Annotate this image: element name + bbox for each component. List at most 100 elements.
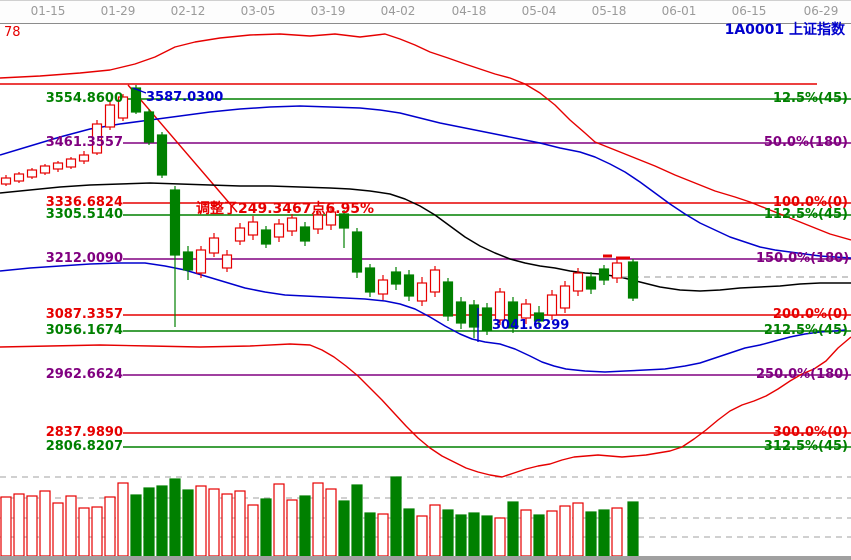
price-level-label: 3336.6824 xyxy=(45,195,123,210)
date-label: 01-15 xyxy=(30,4,66,18)
volume-bar xyxy=(117,482,129,557)
candle-body xyxy=(182,251,194,271)
volume-bar xyxy=(598,509,610,557)
candle-body xyxy=(494,291,506,321)
volume-bar xyxy=(104,496,116,557)
symbol-code: 1A0001 xyxy=(724,22,785,38)
candle-body xyxy=(234,227,246,242)
symbol-name: 上证指数 xyxy=(789,22,845,38)
candle-body xyxy=(572,272,584,292)
volume-bar xyxy=(182,489,194,557)
date-label: 04-02 xyxy=(380,4,416,18)
volume-bar xyxy=(91,506,103,557)
high-pointer-line xyxy=(132,87,147,94)
symbol-label[interactable]: 1A0001 上证指数 xyxy=(725,19,845,39)
date-label: 06-01 xyxy=(661,4,697,18)
pct-level-label: 200.0%(0) xyxy=(772,307,848,322)
pct-level-label: 50.0%(180) xyxy=(763,135,848,150)
pct-level-label: 212.5%(45) xyxy=(763,323,848,338)
candle-body xyxy=(273,223,285,238)
volume-bar xyxy=(312,482,324,557)
price-level-label: 3461.3557 xyxy=(45,135,123,150)
candle-body xyxy=(416,282,428,302)
candle-body xyxy=(91,123,103,154)
candle-body xyxy=(598,268,610,281)
candle-body xyxy=(65,158,77,168)
candle-body xyxy=(39,165,51,174)
date-label: 05-18 xyxy=(591,4,627,18)
volume-bar xyxy=(494,517,506,557)
pct-level-label: 150.0%(180) xyxy=(756,251,850,266)
candle-body xyxy=(13,173,25,182)
candle-body xyxy=(130,87,142,113)
candle-body xyxy=(312,214,324,230)
candle-body xyxy=(299,226,311,242)
volume-bar xyxy=(26,495,38,557)
volume-bar xyxy=(65,495,77,557)
volume-bar xyxy=(364,512,376,557)
retrace-trendline xyxy=(127,84,238,213)
date-label: 03-19 xyxy=(310,4,346,18)
high-price-annotation: 3587.0300 xyxy=(146,90,224,105)
candle-body xyxy=(546,294,558,316)
lower-band-curve xyxy=(0,336,851,478)
candle-body xyxy=(169,189,181,256)
volume-bar xyxy=(390,476,402,557)
retrace-annotation: 调整了249.3467点6.95% xyxy=(196,201,375,217)
volume-bar xyxy=(533,514,545,557)
candle-body xyxy=(221,254,233,269)
candle-body xyxy=(286,217,298,232)
price-level-label: 3087.3357 xyxy=(45,307,123,322)
price-level-label: 2806.8207 xyxy=(45,439,123,454)
candle-body xyxy=(325,211,337,226)
pct-level-label: 12.5%(45) xyxy=(772,91,848,106)
volume-bar xyxy=(39,490,51,557)
date-label: 06-15 xyxy=(731,4,767,18)
date-axis[interactable]: 01-15 01-29 02-12 03-05 03-19 04-02 04-18 05-04… xyxy=(0,0,851,24)
volume-bar xyxy=(299,495,311,557)
date-label: 04-18 xyxy=(451,4,487,18)
volume-bar xyxy=(247,504,259,557)
volume-bar xyxy=(195,485,207,557)
date-label: 05-04 xyxy=(521,4,557,18)
date-label: 02-12 xyxy=(170,4,206,18)
price-level-label: 2962.6624 xyxy=(45,367,123,382)
low-price-annotation: 3041.6299 xyxy=(492,318,570,333)
candle-body xyxy=(585,276,597,290)
volume-bar xyxy=(130,494,142,557)
upper-band-curve xyxy=(0,33,851,241)
price-level-label: 3056.1674 xyxy=(45,323,123,338)
price-level-label: 3305.5140 xyxy=(45,207,123,222)
candle-body xyxy=(533,312,545,322)
candle-body xyxy=(351,231,363,273)
candle-body xyxy=(377,279,389,295)
candle-body xyxy=(429,269,441,293)
volume-bar xyxy=(585,511,597,557)
volume-bar xyxy=(286,499,298,557)
candle-body xyxy=(481,307,493,331)
pct-level-label: 250.0%(180) xyxy=(756,367,850,382)
candle-body xyxy=(455,301,467,324)
candle-body xyxy=(143,111,155,143)
candle-body xyxy=(627,261,639,299)
volume-bar xyxy=(468,512,480,557)
ma-fast-curve xyxy=(0,105,851,259)
candle-body xyxy=(507,301,519,329)
candle-body xyxy=(104,104,116,128)
volume-bar xyxy=(0,496,12,557)
candle-body xyxy=(468,304,480,328)
volume-bar xyxy=(403,508,415,557)
candle-body xyxy=(247,221,259,236)
volume-bar xyxy=(234,490,246,557)
volume-bar xyxy=(325,488,337,557)
candle-body xyxy=(520,303,532,319)
candle-body xyxy=(26,169,38,178)
volume-bar xyxy=(455,514,467,557)
volume-bar xyxy=(559,505,571,557)
volume-bar xyxy=(169,478,181,557)
volume-bar xyxy=(156,485,168,557)
volume-bar xyxy=(52,502,64,557)
volume-bar xyxy=(627,501,639,557)
volume-bar xyxy=(351,484,363,557)
